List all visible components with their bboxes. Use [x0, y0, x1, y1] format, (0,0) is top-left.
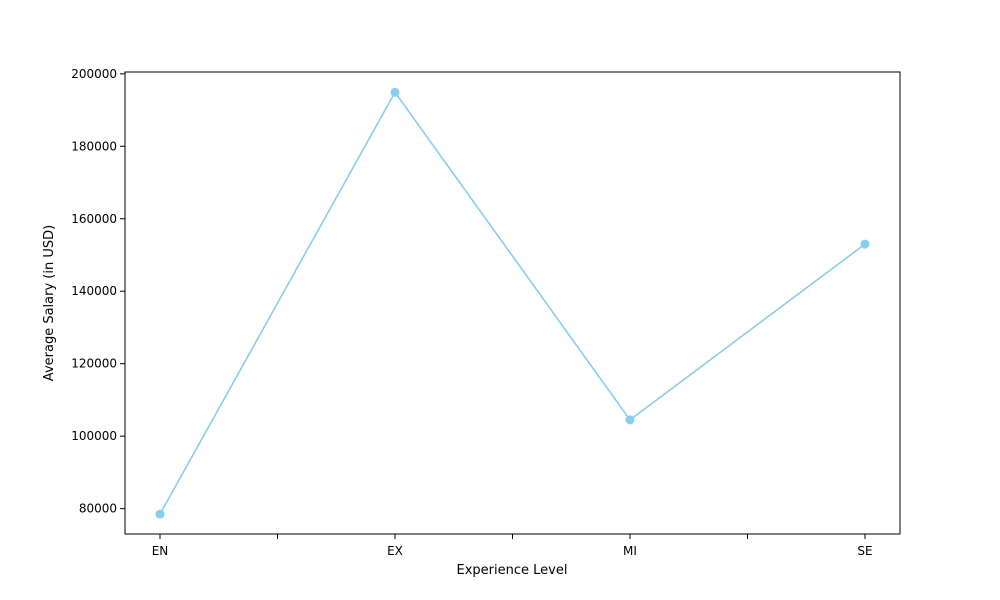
x-tick-label: MI	[623, 544, 637, 558]
y-tick-label: 140000	[71, 284, 117, 298]
plot-area-frame	[124, 71, 901, 535]
x-tick-label: EX	[387, 544, 403, 558]
y-tick-label: 120000	[71, 357, 117, 371]
data-point-ex	[390, 87, 400, 97]
y-tick-label: 160000	[71, 212, 117, 226]
y-axis: 80000 100000 120000 140000 160000 180000 20000…	[71, 67, 125, 516]
x-axis-label: Experience Level	[457, 563, 568, 578]
data-point-en	[155, 509, 165, 519]
data-point-mi	[625, 415, 635, 425]
y-tick-label: 200000	[71, 67, 117, 81]
series-layer	[155, 87, 870, 519]
y-axis-label: Average Salary (in USD)	[42, 225, 57, 381]
x-axis: EN EX MI SE	[152, 534, 873, 558]
y-tick-label: 80000	[79, 502, 117, 516]
y-tick-label: 180000	[71, 139, 117, 153]
y-tick-label: 100000	[71, 429, 117, 443]
x-tick-label: SE	[857, 544, 872, 558]
x-tick-label: EN	[152, 544, 169, 558]
data-point-se	[860, 239, 870, 249]
series-line	[159, 90, 866, 515]
